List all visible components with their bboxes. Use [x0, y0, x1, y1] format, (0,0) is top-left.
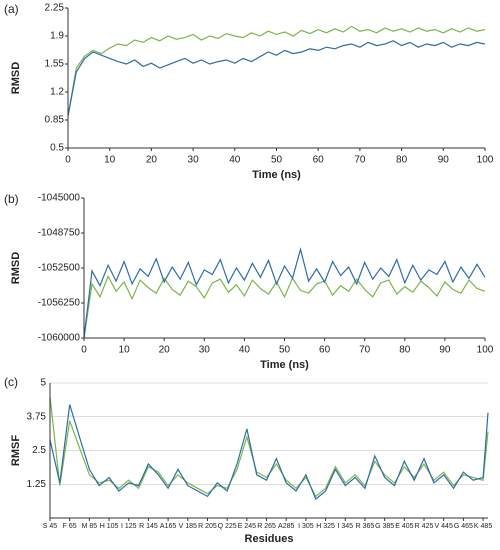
x-tick-label: 20: [159, 345, 171, 356]
panel-label: (b): [4, 192, 19, 206]
x-tick-label: I 125: [121, 523, 137, 530]
x-tick-label: I 345: [337, 523, 353, 530]
y-tick-label: 1.2: [50, 87, 64, 98]
y-tick-label: -1060000: [38, 333, 81, 344]
data-line: [67, 25, 486, 117]
y-axis-title: RMSD: [10, 62, 22, 94]
x-tick-label: 80: [399, 345, 411, 356]
x-tick-label: E 405: [395, 523, 413, 530]
data-line: [49, 396, 489, 498]
data-line: [67, 40, 486, 117]
x-tick-label: G 465: [454, 523, 473, 530]
x-tick-label: 70: [354, 155, 366, 166]
y-axis-title: RMSF: [10, 435, 22, 466]
x-tick-label: E 245: [238, 523, 256, 530]
y-tick-label: -1056250: [38, 298, 81, 309]
x-tick-label: 20: [146, 155, 158, 166]
y-tick-label: 0.85: [45, 115, 65, 126]
x-tick-label: H 325: [316, 523, 335, 530]
y-tick-label: 1.25: [27, 479, 47, 490]
x-tick-label: 50: [279, 345, 291, 356]
x-tick-label: V 185: [179, 523, 197, 530]
x-tick-label: A165: [160, 523, 176, 530]
x-tick-label: F 65: [63, 523, 77, 530]
x-tick-label: R 145: [139, 523, 158, 530]
y-axis-title: RMSD: [10, 252, 22, 284]
x-tick-label: 60: [319, 345, 331, 356]
x-tick-label: 90: [439, 345, 451, 356]
y-tick-label: 1.9: [50, 31, 64, 42]
x-tick-label: 0: [65, 155, 71, 166]
y-tick-label: -1048750: [38, 228, 81, 239]
x-tick-label: 80: [396, 155, 408, 166]
x-tick-label: R 205: [198, 523, 217, 530]
y-tick-label: 2.25: [45, 3, 65, 14]
panel-label: (c): [4, 375, 18, 389]
panel-label: (a): [4, 2, 19, 16]
x-tick-label: 50: [271, 155, 283, 166]
x-tick-label: 70: [359, 345, 371, 356]
x-tick-label: 100: [477, 345, 494, 356]
x-tick-label: 60: [313, 155, 325, 166]
x-tick-label: 30: [188, 155, 200, 166]
x-tick-label: V 445: [435, 523, 453, 530]
y-tick-label: 1.55: [45, 59, 65, 70]
x-tick-label: 40: [239, 345, 251, 356]
x-tick-label: M 85: [82, 523, 98, 530]
x-tick-label: H 105: [100, 523, 119, 530]
x-tick-label: R 425: [415, 523, 434, 530]
x-tick-label: Q 225: [218, 523, 237, 530]
x-tick-label: A285: [278, 523, 294, 530]
y-tick-label: -1052500: [38, 263, 81, 274]
x-tick-label: 30: [199, 345, 211, 356]
x-axis-title: Time (ns): [260, 359, 309, 371]
y-tick-label: 3.75: [27, 411, 47, 422]
y-tick-label: 0.5: [50, 143, 64, 154]
x-tick-label: S 45: [43, 523, 58, 530]
x-tick-label: 10: [104, 155, 116, 166]
x-tick-label: R 365: [356, 523, 375, 530]
y-tick-label: -1045000: [38, 193, 81, 204]
x-tick-label: R 265: [257, 523, 276, 530]
x-tick-label: 0: [81, 345, 87, 356]
x-tick-label: G 385: [375, 523, 394, 530]
x-axis-title: Residues: [245, 533, 294, 545]
data-line: [49, 404, 489, 501]
data-line: [83, 274, 486, 339]
x-tick-label: K 485: [474, 523, 492, 530]
data-line: [83, 246, 486, 339]
y-tick-label: 5: [40, 378, 46, 389]
x-tick-label: 90: [438, 155, 450, 166]
x-tick-label: 40: [229, 155, 241, 166]
x-axis-title: Time (ns): [252, 169, 301, 181]
x-tick-label: 10: [119, 345, 131, 356]
x-tick-label: 100: [477, 155, 494, 166]
y-tick-label: 2.5: [32, 445, 46, 456]
x-tick-label: I 305: [298, 523, 314, 530]
